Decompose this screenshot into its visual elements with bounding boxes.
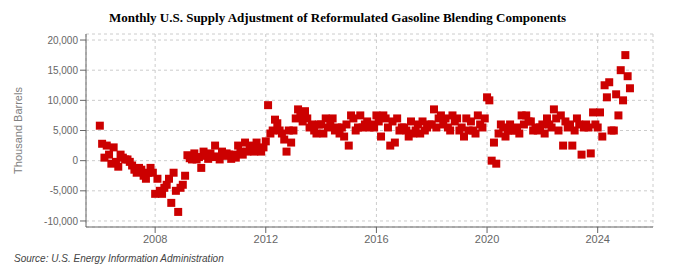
svg-text:5,000: 5,000 bbox=[53, 125, 78, 136]
svg-text:-10,000: -10,000 bbox=[44, 216, 78, 227]
svg-text:2012: 2012 bbox=[254, 233, 278, 245]
svg-text:2008: 2008 bbox=[143, 233, 167, 245]
svg-text:2020: 2020 bbox=[475, 233, 499, 245]
svg-text:15,000: 15,000 bbox=[47, 65, 78, 76]
svg-text:0: 0 bbox=[72, 155, 78, 166]
svg-text:2024: 2024 bbox=[585, 233, 609, 245]
svg-text:10,000: 10,000 bbox=[47, 95, 78, 106]
svg-text:-5,000: -5,000 bbox=[50, 185, 79, 196]
html-text:Monthly U.S. Supply Adjustment: Monthly U.S. Supply Adjustment of Reform… bbox=[108, 10, 567, 25]
html-text:Source: U.S. Energy Informatio: Source: U.S. Energy Information Administ… bbox=[14, 253, 224, 264]
svg-text:20,000: 20,000 bbox=[47, 35, 78, 46]
svg-text:2016: 2016 bbox=[364, 233, 388, 245]
svg-text:Thousand Barrels: Thousand Barrels bbox=[12, 87, 24, 174]
